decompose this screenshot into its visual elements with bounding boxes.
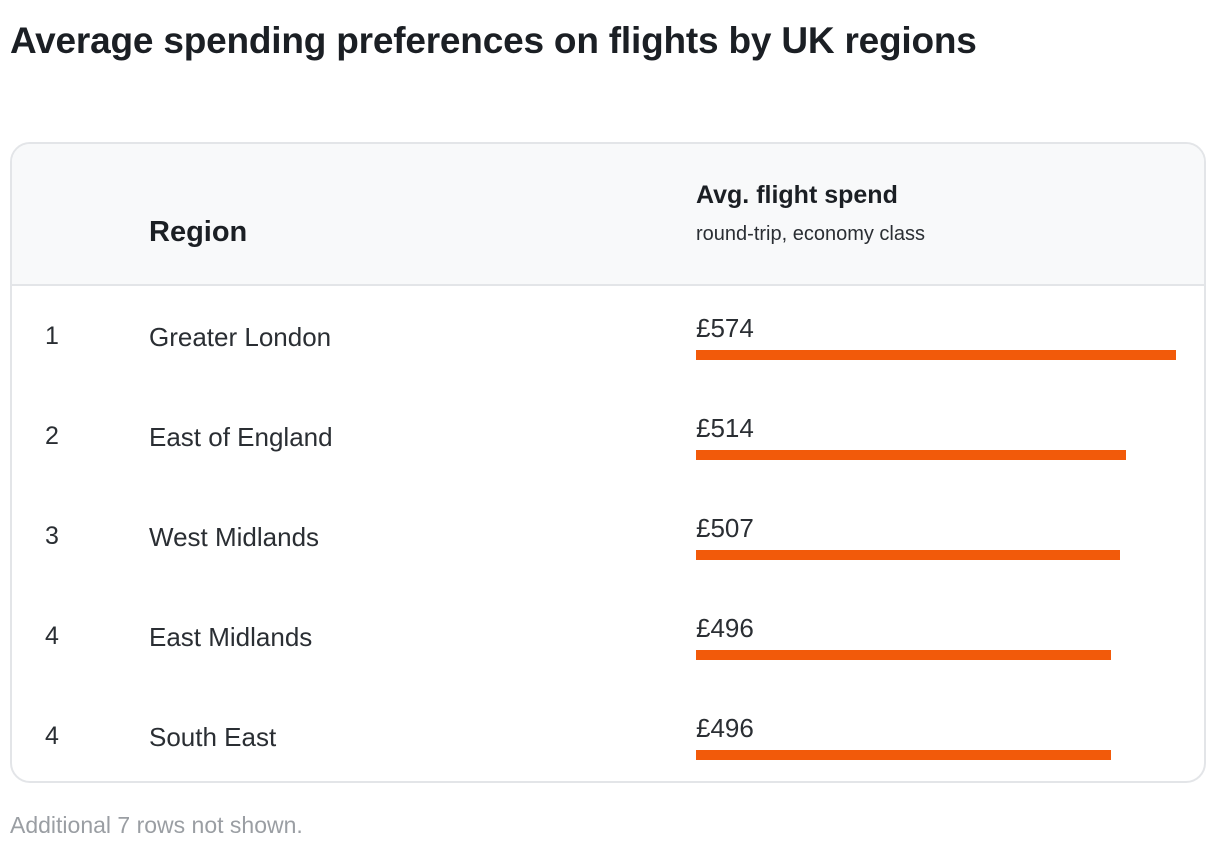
spend-value-label: £514 (696, 413, 754, 443)
spend-value-label: £496 (696, 713, 754, 743)
spend-column-subheader: round-trip, economy class (696, 223, 925, 245)
table-row: 4 East Midlands £496 (12, 586, 1204, 686)
spend-value-label: £496 (696, 613, 754, 643)
page-title: Average spending preferences on flights … (10, 20, 977, 61)
spend-table: Region Avg. flight spend round-trip, eco… (10, 142, 1206, 783)
rank-cell: 1 (45, 322, 59, 350)
region-cell: East Midlands (149, 622, 313, 652)
spend-value-label: £507 (696, 513, 754, 543)
table-row: 2 East of England £514 (12, 386, 1204, 486)
bar-track (696, 450, 1176, 460)
table-row: 1 Greater London £574 (12, 286, 1204, 386)
spend-bar (696, 450, 1126, 460)
region-column-header: Region (149, 216, 248, 248)
bar-track (696, 350, 1176, 360)
rank-cell: 4 (45, 722, 59, 750)
region-cell: South East (149, 722, 277, 752)
region-cell: Greater London (149, 322, 332, 352)
bar-track (696, 550, 1176, 560)
spend-value-label: £574 (696, 313, 754, 343)
table-header: Region Avg. flight spend round-trip, eco… (12, 144, 1204, 286)
bar-track (696, 750, 1176, 760)
spend-column-header: Avg. flight spend (696, 181, 898, 209)
rank-cell: 4 (45, 622, 59, 650)
rank-cell: 2 (45, 422, 59, 450)
bar-track (696, 650, 1176, 660)
table-row: 3 West Midlands £507 (12, 486, 1204, 586)
footnote: Additional 7 rows not shown. (10, 812, 303, 838)
rank-cell: 3 (45, 522, 59, 550)
spend-bar (696, 550, 1120, 560)
region-cell: East of England (149, 422, 333, 452)
region-cell: West Midlands (149, 522, 320, 552)
spend-bar (696, 750, 1111, 760)
spend-bar (696, 350, 1176, 360)
spend-bar (696, 650, 1111, 660)
table-row: 4 South East £496 (12, 686, 1204, 781)
